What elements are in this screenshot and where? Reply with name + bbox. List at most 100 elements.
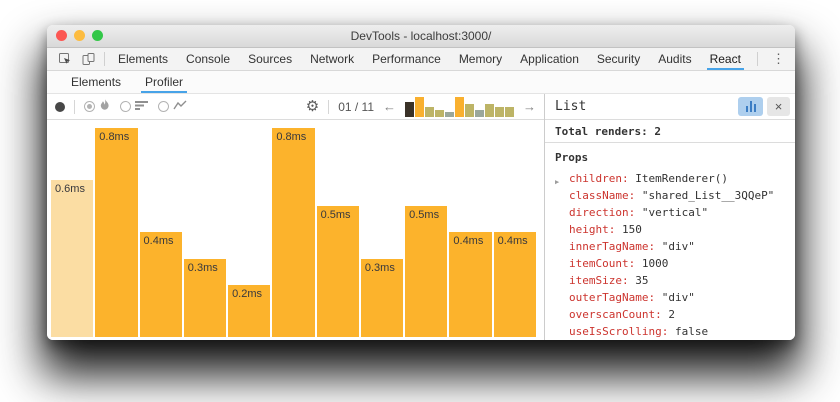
render-bar-11[interactable]: 0.4ms <box>493 232 536 337</box>
ranked-chart-icon <box>135 100 149 114</box>
tab-performance[interactable]: Performance <box>372 52 441 66</box>
prop-value: ItemRenderer() <box>628 172 728 185</box>
prop-key: overscanCount: <box>569 308 662 321</box>
ranked-view-radio[interactable] <box>120 100 149 114</box>
render-duration-label: 0.4ms <box>143 235 174 247</box>
prop-row-height[interactable]: height: 150 <box>555 221 785 238</box>
total-renders: Total renders: 2 <box>545 120 795 143</box>
render-duration-label: 0.5ms <box>320 209 351 221</box>
tab-elements[interactable]: Elements <box>118 52 169 66</box>
snapshot-bar-10[interactable] <box>495 106 504 117</box>
render-duration-label: 0.3ms <box>187 262 218 274</box>
prop-row-direction[interactable]: direction: "vertical" <box>555 204 785 221</box>
snapshot-bar-1[interactable] <box>405 101 414 117</box>
devtools-tab-bar: Elements Console Sources Network Performance… <box>47 48 795 71</box>
prop-row-overscanCount[interactable]: overscanCount: 2 <box>555 306 785 323</box>
prop-value: 150 <box>615 223 642 236</box>
tab-network[interactable]: Network <box>310 52 355 66</box>
react-tab-elements[interactable]: Elements <box>71 75 122 89</box>
prop-value: 35 <box>628 274 649 287</box>
record-button[interactable] <box>55 101 65 112</box>
render-bar-7[interactable]: 0.5ms <box>316 206 359 337</box>
snapshot-bar-6[interactable] <box>455 96 464 117</box>
window-titlebar[interactable]: DevTools - localhost:3000/ <box>47 25 795 48</box>
close-window-button[interactable] <box>56 30 67 41</box>
prop-value: "div" <box>655 240 695 253</box>
prop-key: direction: <box>569 206 636 219</box>
tab-application[interactable]: Application <box>520 52 579 66</box>
prop-row-itemSize[interactable]: itemSize: 35 <box>555 272 785 289</box>
devtools-menu-icon[interactable]: ⋮ <box>772 51 785 66</box>
prop-row-itemCount[interactable]: itemCount: 1000 <box>555 255 785 272</box>
snapshot-bar-9[interactable] <box>485 103 494 117</box>
interactions-view-radio[interactable] <box>158 100 187 114</box>
render-bar-10[interactable]: 0.4ms <box>449 232 492 337</box>
react-tab-profiler[interactable]: Profiler <box>133 71 195 93</box>
settings-gear-icon[interactable]: ⚙ <box>305 98 320 115</box>
tab-audits[interactable]: Audits <box>658 52 692 66</box>
minimize-window-button[interactable] <box>74 30 85 41</box>
tab-react[interactable]: React <box>701 48 750 70</box>
prop-row-outerTagName[interactable]: outerTagName: "div" <box>555 289 785 306</box>
render-duration-label: 0.8ms <box>276 131 307 143</box>
close-details-icon[interactable]: × <box>767 97 790 116</box>
devtools-window: DevTools - localhost:3000/ Elements Conso… <box>47 25 795 340</box>
snapshot-position: 01 / 11 <box>338 99 374 114</box>
render-bar-5[interactable]: 0.2ms <box>228 285 271 337</box>
render-bar-9[interactable]: 0.5ms <box>405 206 448 337</box>
prop-key: outerTagName: <box>569 291 656 304</box>
prop-row-children[interactable]: ▶ children: ItemRenderer() <box>555 170 785 187</box>
selected-component-name: List <box>555 99 587 114</box>
prop-key: useIsScrolling: <box>569 325 669 338</box>
prop-value: 2 <box>661 308 675 321</box>
divider <box>328 99 330 114</box>
snapshot-selector <box>405 96 514 117</box>
render-bar-8[interactable]: 0.3ms <box>360 259 404 337</box>
snapshot-bar-11[interactable] <box>505 106 514 117</box>
inspect-element-icon[interactable] <box>54 48 77 70</box>
render-bar-6[interactable]: 0.8ms <box>272 128 315 337</box>
next-snapshot-arrow[interactable]: → <box>523 99 536 114</box>
active-tab-underline <box>141 91 188 93</box>
zoom-window-button[interactable] <box>92 30 103 41</box>
prop-row-useIsScrolling[interactable]: useIsScrolling: false <box>555 323 785 340</box>
expand-arrow-icon[interactable]: ▶ <box>555 178 560 186</box>
snapshot-bar-4[interactable] <box>435 109 444 117</box>
render-duration-label: 0.4ms <box>497 235 528 247</box>
render-duration-label: 0.4ms <box>453 235 484 247</box>
tab-console[interactable]: Console <box>186 52 231 66</box>
tab-sources[interactable]: Sources <box>248 52 293 66</box>
snapshot-bar-5[interactable] <box>445 111 454 117</box>
render-bar-4[interactable]: 0.3ms <box>183 259 227 337</box>
snapshot-bar-8[interactable] <box>475 109 484 117</box>
render-bar-1[interactable]: 0.6ms <box>51 180 94 337</box>
render-duration-label: 0.2ms <box>232 288 263 300</box>
prop-key: children: <box>569 172 629 185</box>
render-chart-toggle-button[interactable] <box>738 97 763 116</box>
prop-key: itemSize: <box>569 274 629 287</box>
prev-snapshot-arrow[interactable]: ← <box>383 99 396 114</box>
prop-value: "div" <box>655 291 695 304</box>
tab-security[interactable]: Security <box>596 52 641 66</box>
device-toolbar-icon[interactable] <box>77 48 100 70</box>
render-bar-3[interactable]: 0.4ms <box>139 232 182 337</box>
snapshot-bar-3[interactable] <box>425 106 434 117</box>
flamegraph-view-radio[interactable] <box>84 98 111 115</box>
profiler-chart-pane: ⚙ 01 / 11 ← → 0.6ms 0.8ms 0.4ms 0.3ms 0.2ms 0… <box>47 94 544 340</box>
react-panel-tab-bar: Elements Profiler <box>47 71 795 94</box>
render-bar-2[interactable]: 0.8ms <box>95 128 138 337</box>
component-details-pane: List × Total renders: 2 Props ▶ children:… <box>544 94 795 340</box>
prop-key: innerTagName: <box>569 240 656 253</box>
prop-row-className[interactable]: className: "shared_List__3QQeP" <box>555 187 785 204</box>
snapshot-bar-7[interactable] <box>465 103 474 117</box>
prop-row-innerTagName[interactable]: innerTagName: "div" <box>555 238 785 255</box>
prop-value: "shared_List__3QQeP" <box>635 189 775 202</box>
render-duration-label: 0.8ms <box>99 131 130 143</box>
render-duration-label: 0.6ms <box>55 183 85 195</box>
tab-memory[interactable]: Memory <box>458 52 503 66</box>
prop-value: 1000 <box>635 257 669 270</box>
render-duration-label: 0.3ms <box>364 262 395 274</box>
prop-value: false <box>668 325 709 338</box>
snapshot-bar-2[interactable] <box>415 96 424 117</box>
props-section: Props ▶ children: ItemRenderer() className… <box>545 143 795 340</box>
